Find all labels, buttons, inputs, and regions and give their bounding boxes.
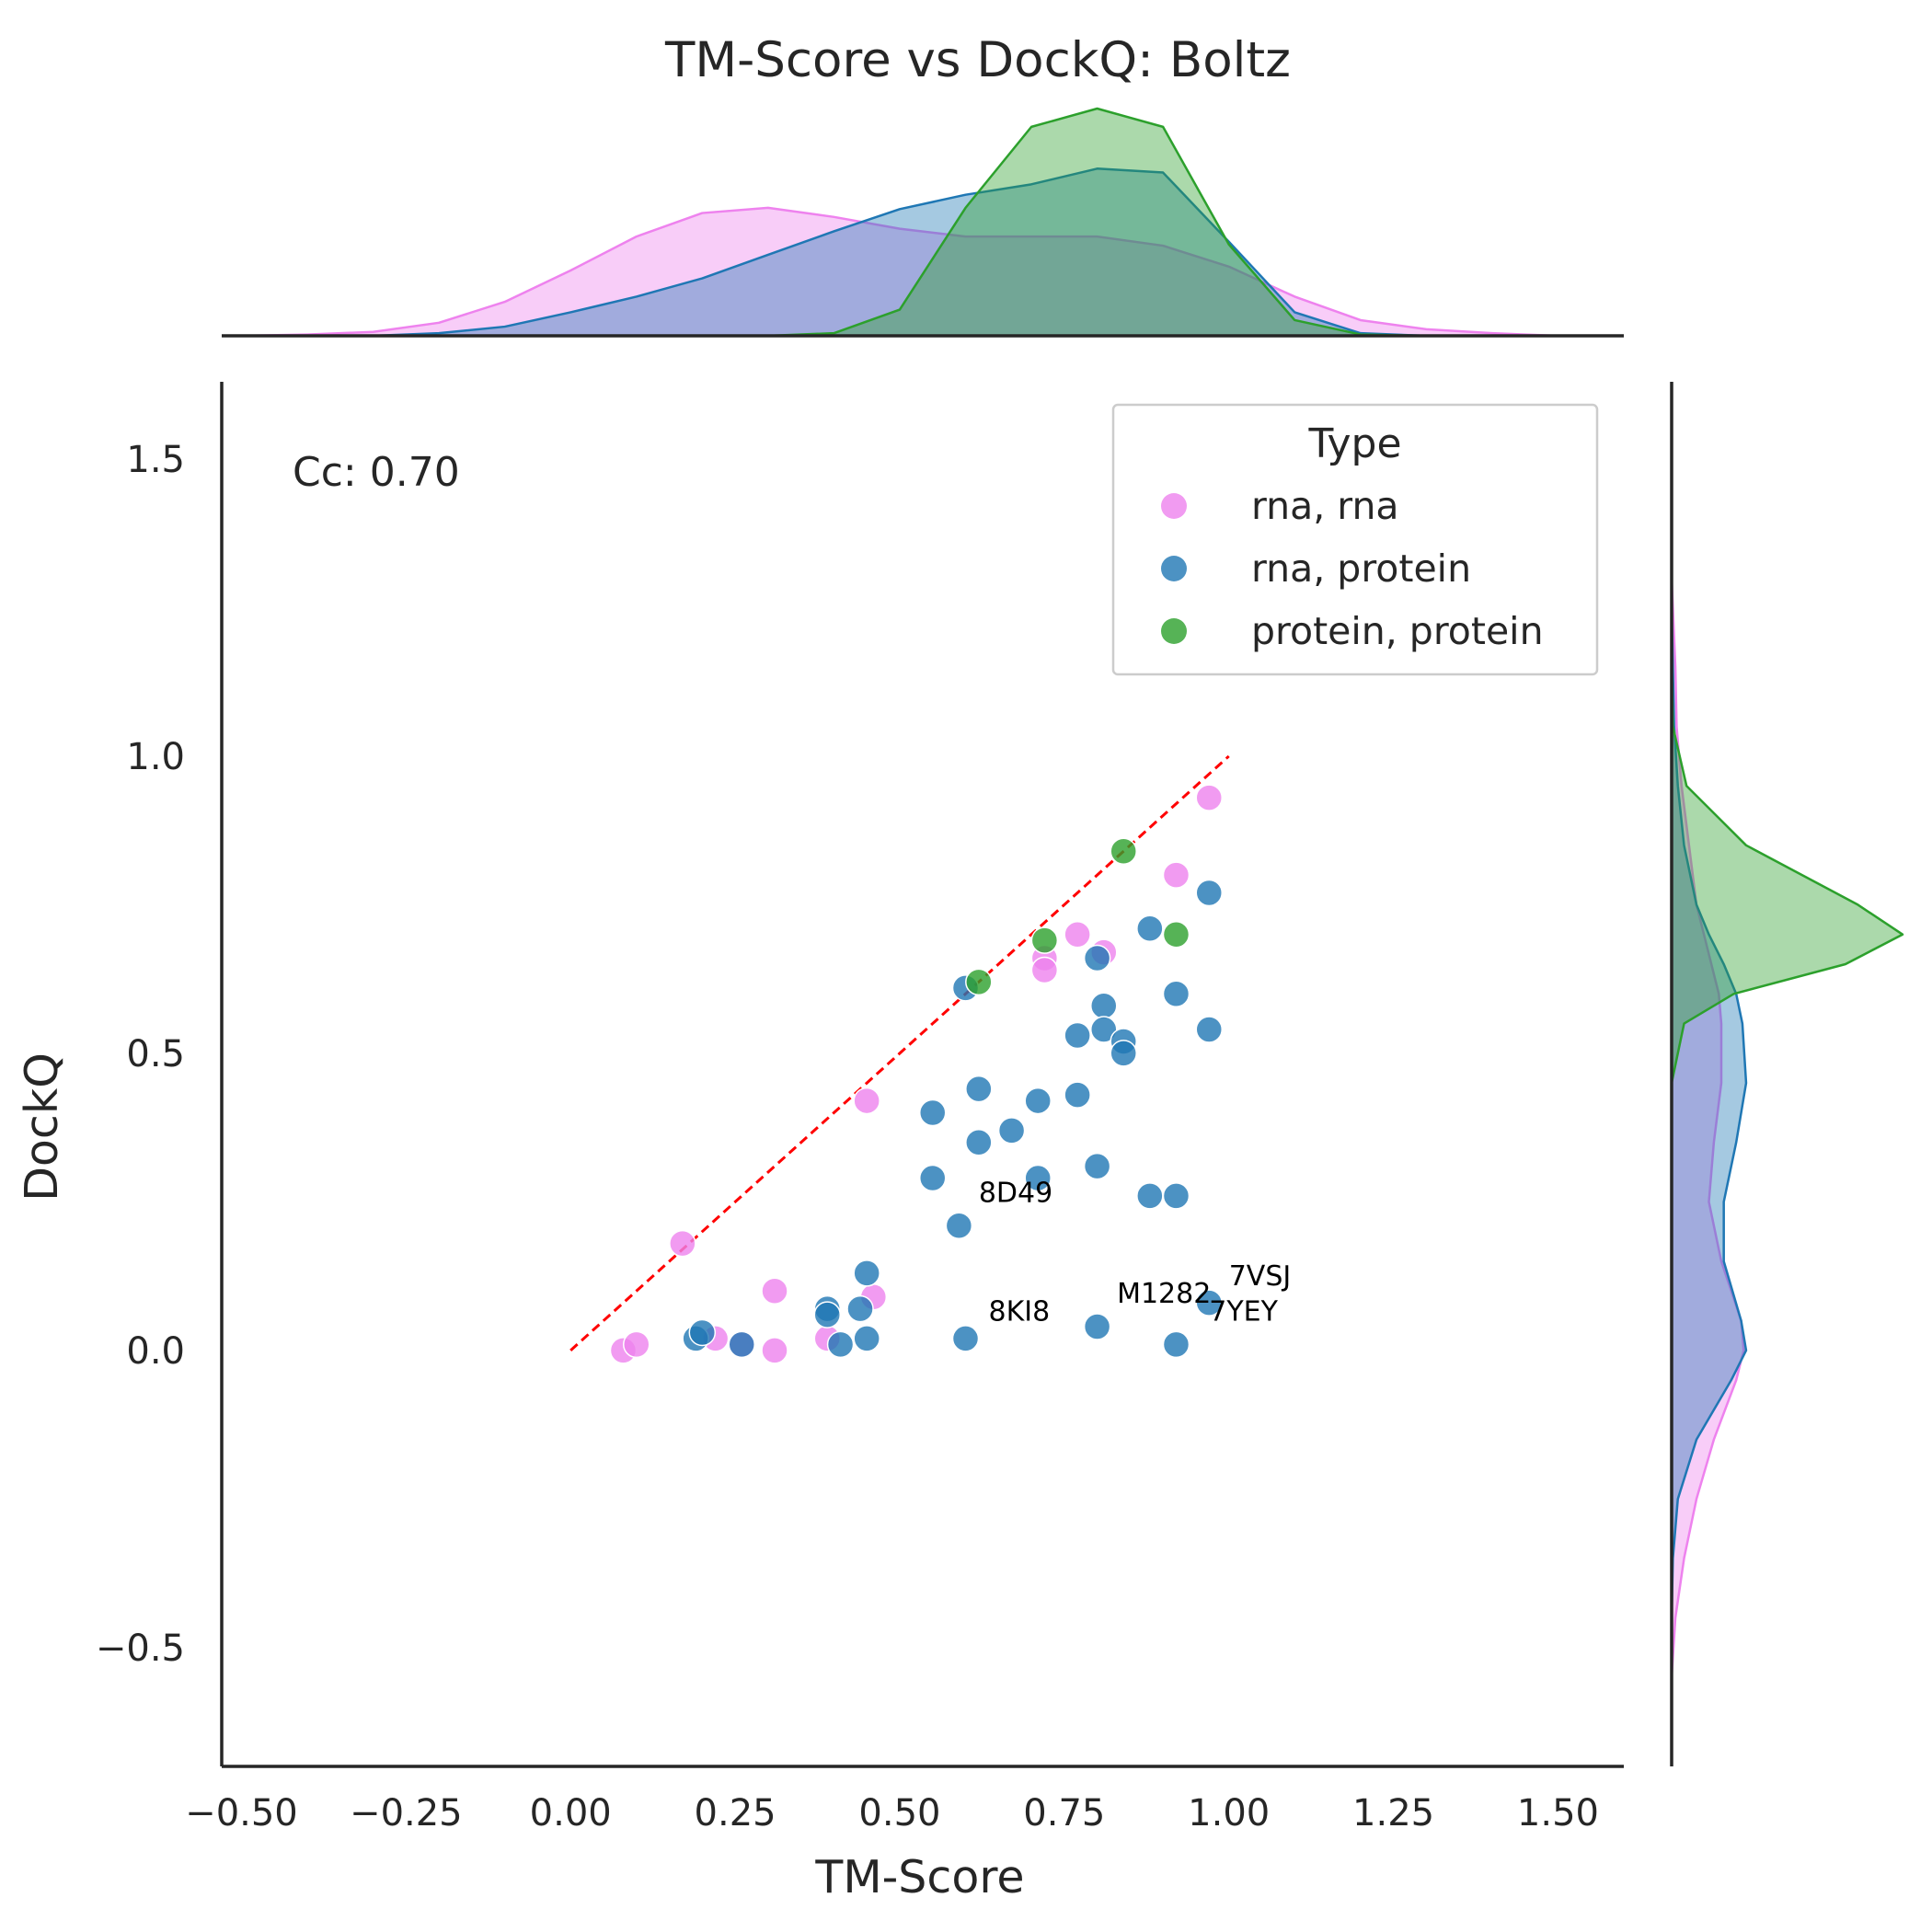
scatter-point	[761, 1277, 788, 1305]
scatter-point	[997, 1117, 1026, 1144]
scatter-point	[826, 1330, 855, 1359]
point-label: 7YEY	[1209, 1296, 1278, 1328]
point-label: M1282	[1117, 1278, 1211, 1310]
scatter-point	[1090, 1016, 1118, 1043]
scatter-point	[1083, 1152, 1111, 1180]
x-tick-label: 1.25	[1352, 1792, 1434, 1834]
scatter-point	[1064, 1081, 1091, 1109]
scatter-point	[1162, 861, 1190, 889]
y-ticks: −0.5 0.0 0.5 1.0 1.5	[96, 439, 185, 1670]
x-tick-label: 0.25	[695, 1792, 776, 1834]
scatter-points	[609, 784, 1223, 1364]
legend-label: protein, protein	[1251, 609, 1544, 653]
scatter-point	[761, 1337, 788, 1364]
legend: Type rna, rna rna, protein protein, protei…	[1111, 403, 1599, 676]
scatter-point	[1162, 920, 1190, 949]
scatter-point	[1136, 914, 1164, 942]
scatter-point	[1162, 1330, 1190, 1359]
x-tick-label: 0.00	[530, 1792, 612, 1834]
scatter-point	[965, 968, 993, 996]
scatter-point	[1195, 1016, 1223, 1043]
right-kde-curve	[1670, 576, 1748, 1679]
scatter-point	[918, 1164, 947, 1192]
y-tick-label: 1.5	[126, 439, 185, 481]
y-tick-label: −0.5	[96, 1627, 185, 1670]
legend-marker	[1161, 493, 1187, 519]
legend-label: rna, rna	[1251, 484, 1399, 528]
x-ticks: −0.50 −0.25 0.00 0.25 0.50 0.75 1.00 1.25 1.50	[185, 1792, 1599, 1834]
y-tick-label: 0.5	[126, 1033, 185, 1075]
scatter-point	[853, 1087, 880, 1115]
point-label: 8D49	[979, 1177, 1052, 1209]
x-tick-label: −0.25	[350, 1792, 463, 1834]
x-tick-label: 0.75	[1023, 1792, 1105, 1834]
legend-box	[1111, 403, 1599, 676]
scatter-point	[1195, 784, 1223, 811]
y-tick-label: 1.0	[126, 736, 185, 778]
legend-marker	[1161, 556, 1187, 581]
scatter-point	[1162, 1182, 1190, 1210]
top-kde-curve	[240, 206, 1559, 338]
x-tick-label: 0.50	[858, 1792, 940, 1834]
scatter-point	[1195, 1289, 1223, 1317]
scatter-point	[1083, 944, 1111, 972]
scatter-point	[945, 1212, 973, 1239]
y-tick-label: 0.0	[126, 1330, 185, 1373]
scatter-point	[1195, 879, 1223, 907]
y-axis-label: DockQ	[16, 1052, 68, 1202]
scatter-point	[846, 1294, 874, 1323]
scatter-point	[623, 1330, 650, 1359]
top-marginal-kde	[222, 107, 1624, 338]
scatter-point	[1110, 837, 1137, 866]
scatter-point	[1136, 1182, 1164, 1210]
scatter-point	[1030, 926, 1059, 954]
scatter-point	[853, 1325, 880, 1352]
main-axes	[220, 382, 1624, 1768]
scatter-point	[1110, 1040, 1137, 1067]
right-kde-curve	[1670, 576, 1745, 1679]
scatter-point	[1083, 1313, 1111, 1340]
scatter-point	[965, 1075, 993, 1103]
scatter-point	[1090, 992, 1118, 1019]
x-tick-label: −0.50	[185, 1792, 298, 1834]
scatter-point	[728, 1330, 755, 1359]
point-label: 8KI8	[989, 1296, 1051, 1328]
scatter-point	[951, 1325, 980, 1352]
legend-title: Type	[1307, 420, 1401, 467]
point-label: 7VSJ	[1229, 1260, 1292, 1293]
correlation-annotation: Cc: 0.70	[293, 449, 460, 496]
scatter-point	[1030, 956, 1059, 984]
x-axis-label: TM-Score	[814, 1851, 1024, 1903]
scatter-point	[1064, 1021, 1091, 1050]
scatter-point	[918, 1098, 947, 1127]
scatter-point	[1024, 1164, 1052, 1192]
scatter-point	[813, 1301, 842, 1328]
legend-label: rna, protein	[1251, 546, 1471, 591]
scatter-point	[965, 1129, 993, 1156]
legend-marker	[1161, 618, 1187, 644]
scatter-point	[688, 1318, 717, 1347]
x-tick-label: 1.50	[1517, 1792, 1599, 1834]
chart-title: TM-Score vs DockQ: Boltz	[664, 32, 1291, 88]
scatter-point	[1024, 1087, 1052, 1115]
scatter-point	[1162, 980, 1190, 1008]
right-marginal-kde	[1670, 382, 1904, 1766]
scatter-point	[853, 1259, 880, 1287]
x-tick-label: 1.00	[1188, 1792, 1270, 1834]
scatter-point	[1064, 920, 1091, 949]
scatter-point	[669, 1229, 696, 1258]
